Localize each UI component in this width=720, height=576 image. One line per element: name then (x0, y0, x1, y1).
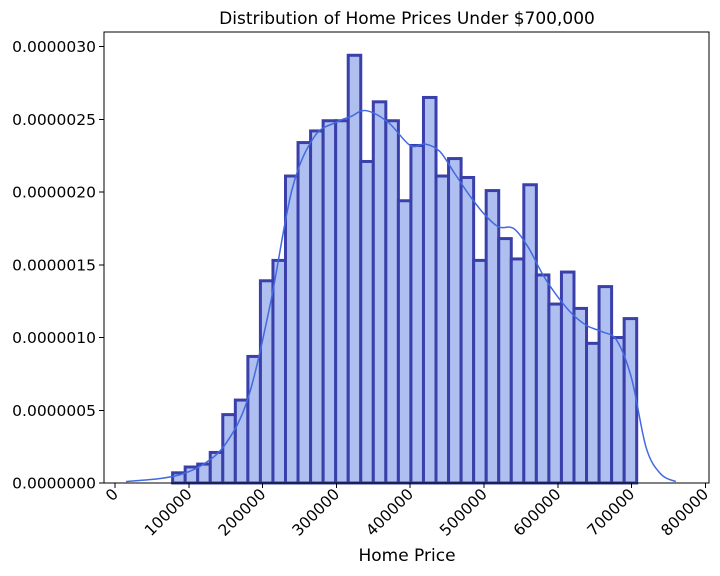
histogram-bar (371, 100, 388, 485)
chart-title: Distribution of Home Prices Under $700,0… (219, 9, 595, 29)
histogram-bar (421, 95, 438, 485)
histogram-bar (296, 141, 313, 485)
x-tick-label: 100000 (141, 485, 196, 540)
y-tick-label: 0.0000005 (12, 402, 96, 420)
histogram-bar (622, 317, 639, 485)
x-tick-label: 0 (102, 485, 122, 505)
histogram-bar (547, 302, 563, 485)
histogram-bar (309, 129, 325, 485)
plot-frame (103, 31, 710, 484)
histogram-bar (610, 336, 626, 485)
histogram-bar (484, 189, 501, 485)
y-tick-label: 0.0000020 (12, 184, 96, 202)
x-tick-label: 200000 (215, 485, 270, 540)
histogram-bar (258, 279, 275, 485)
histogram-bar (447, 157, 463, 485)
y-tick-label: 0.0000030 (12, 38, 96, 56)
x-tick-label: 700000 (584, 485, 639, 540)
bars-layer (171, 53, 639, 485)
histogram-bar (472, 258, 488, 485)
x-tick-label: 800000 (658, 485, 713, 540)
histogram-bar (284, 174, 300, 485)
histogram-bar (522, 183, 538, 485)
y-tick-label: 0.0000025 (12, 111, 96, 129)
histogram-bar (346, 53, 363, 485)
histogram-bar (509, 257, 526, 485)
x-tick-label: 500000 (436, 485, 491, 540)
histogram-bar (334, 119, 350, 485)
x-tick-label: 600000 (510, 485, 565, 540)
histogram-bar (459, 175, 476, 485)
x-axis-label: Home Price (358, 546, 455, 566)
histogram-bar (221, 413, 237, 485)
histogram-bar (409, 143, 425, 485)
histogram-bar (497, 237, 513, 485)
histogram-bar (396, 199, 413, 485)
y-tick-label: 0.0000015 (12, 256, 96, 274)
histogram-bar (585, 341, 601, 485)
histogram-bar (434, 174, 451, 485)
histogram-bar (271, 258, 287, 485)
x-tick-label: 300000 (289, 485, 344, 540)
y-tick-label: 0.0000010 (12, 329, 96, 347)
histogram-bar (359, 159, 375, 485)
histogram-bar (597, 285, 614, 485)
histogram-bar (233, 398, 250, 485)
kde-curve (126, 109, 677, 483)
y-tick-label: 0.0000000 (12, 475, 96, 493)
histogram-bar (572, 306, 589, 485)
histogram-bar (534, 273, 551, 485)
histogram-bar (384, 119, 400, 485)
x-tick-label: 400000 (362, 485, 417, 540)
histogram-bar (321, 119, 338, 485)
